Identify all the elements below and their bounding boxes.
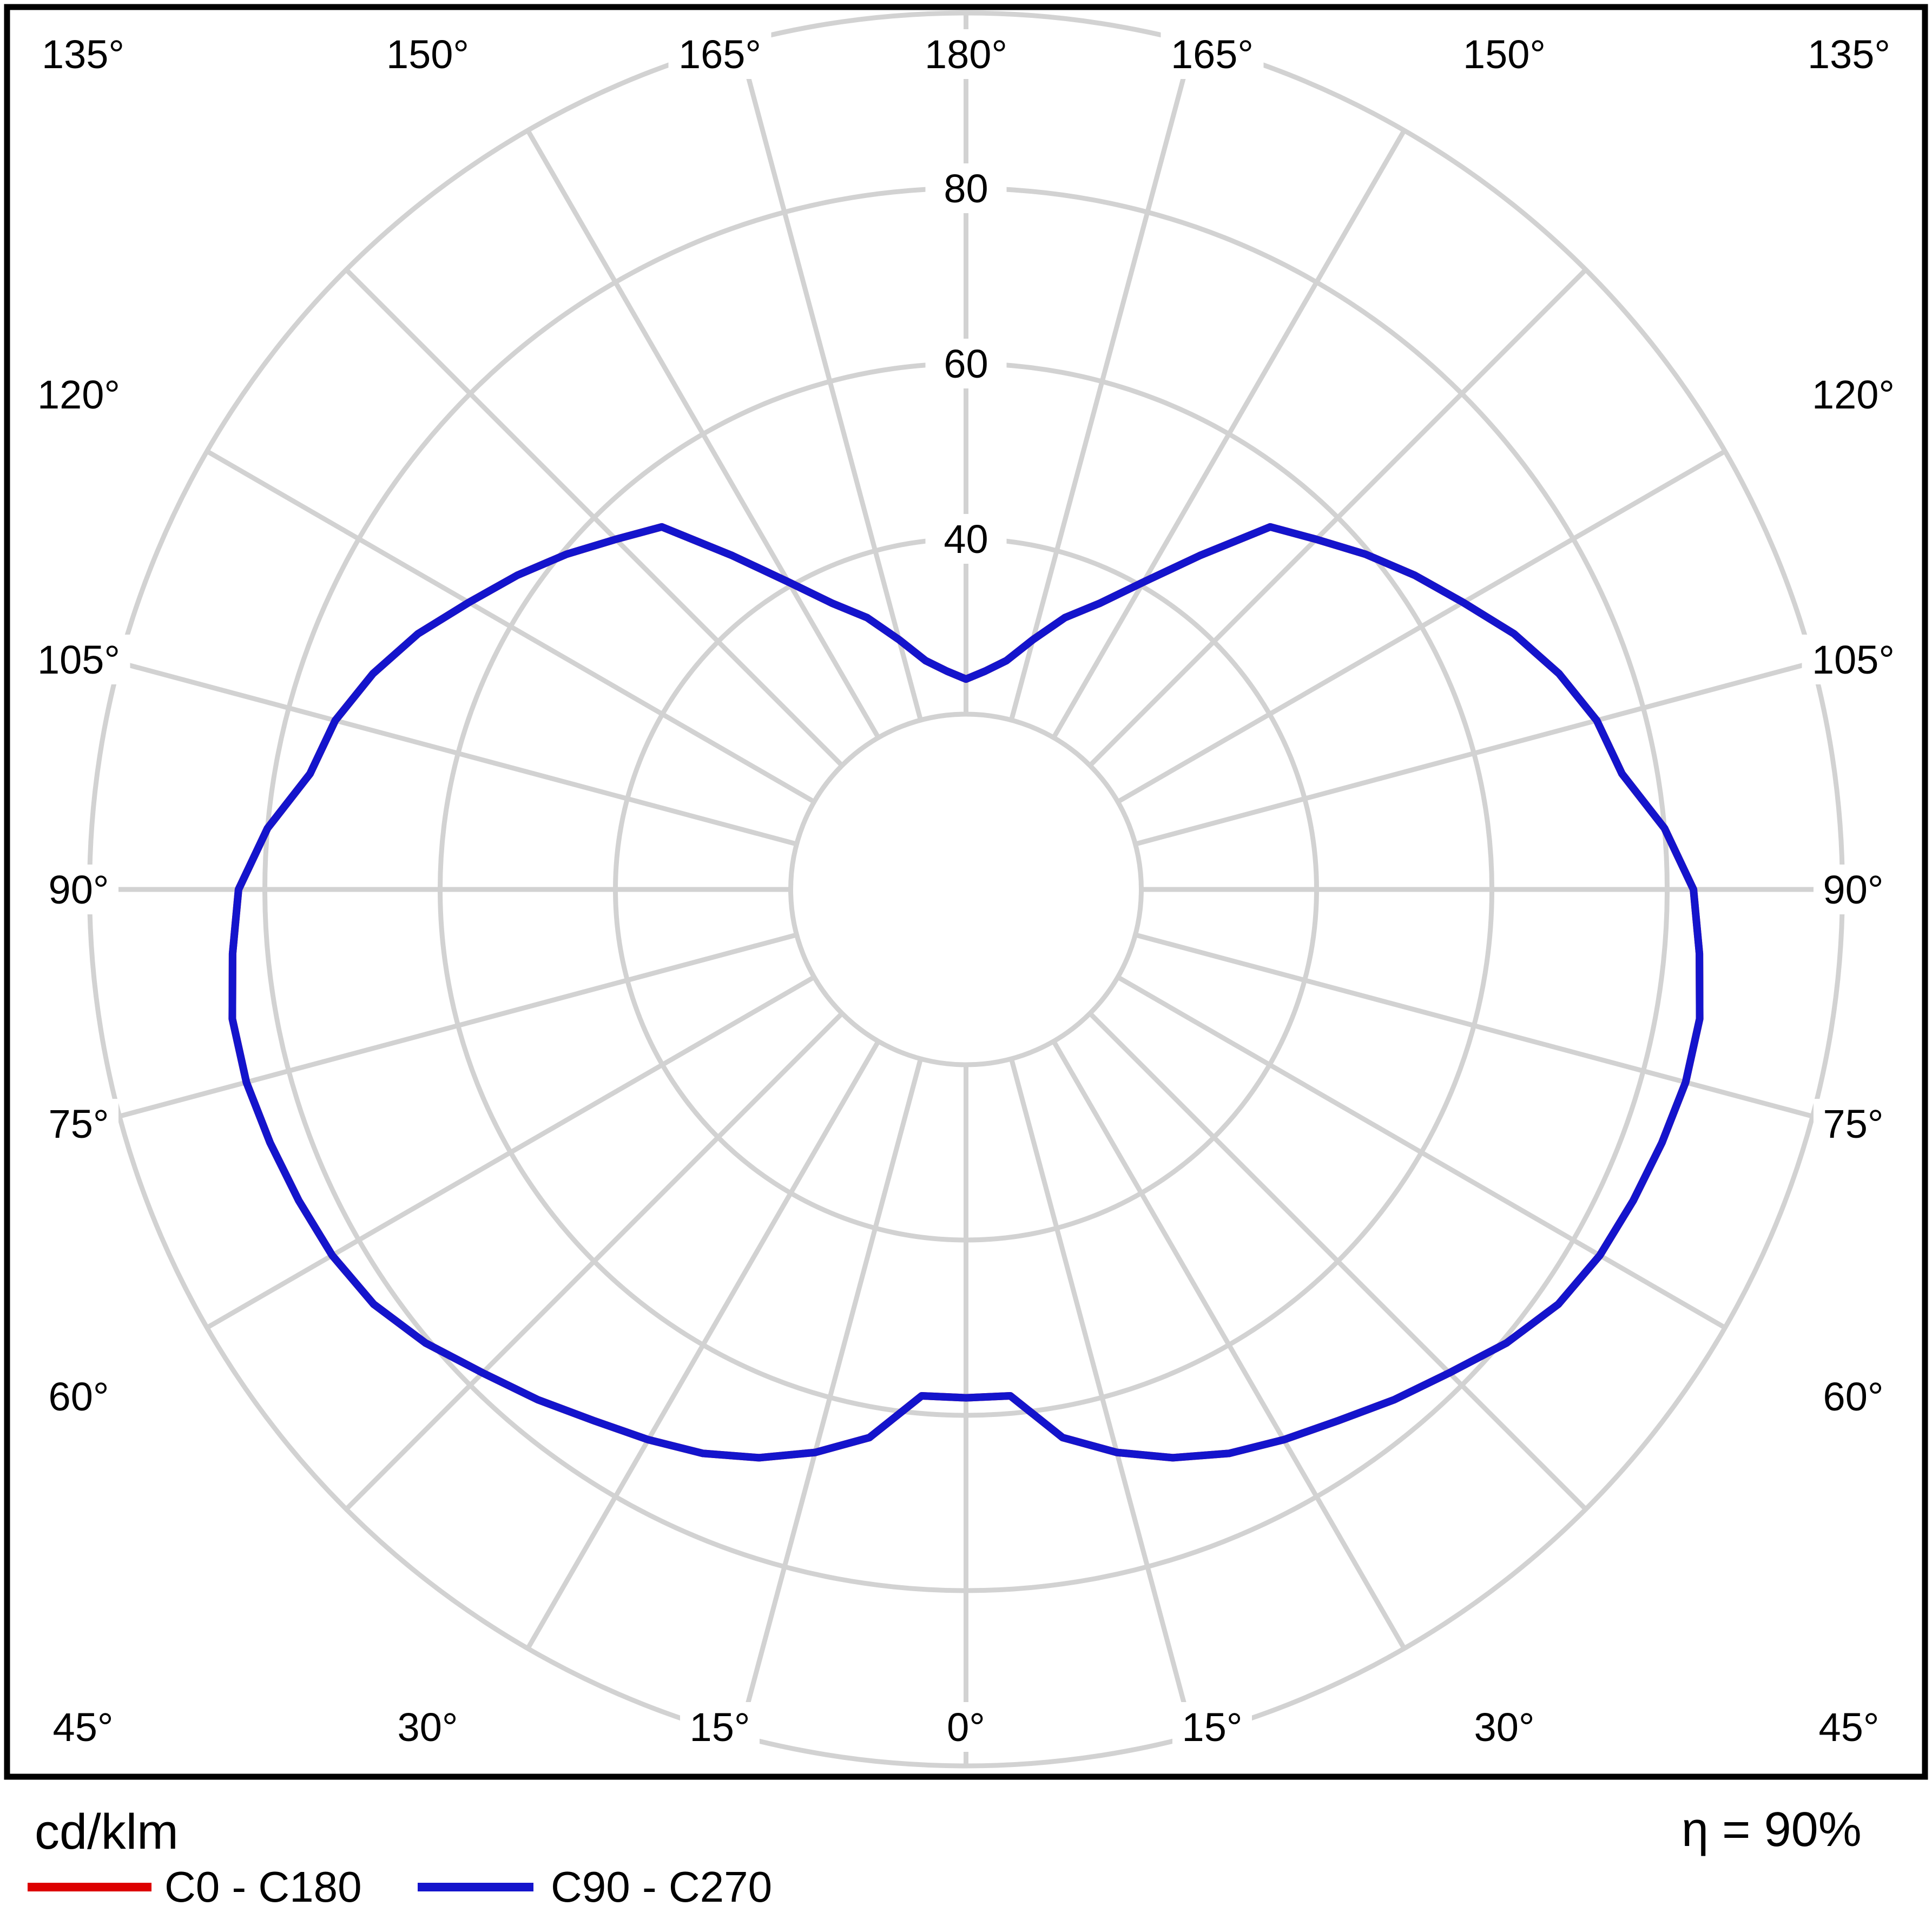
angle-spoke <box>736 42 923 721</box>
angle-label-90-left: 90° <box>49 867 109 912</box>
angle-spoke <box>1009 42 1196 721</box>
angle-label-90-right: 90° <box>1823 867 1884 912</box>
angle-label-120-left-chip <box>27 370 130 419</box>
angle-label-105-right-chip <box>1802 635 1905 684</box>
angle-label-45-right: 45° <box>1819 1705 1880 1750</box>
angle-spoke <box>1135 932 1814 1119</box>
angle-label-75-left-chip <box>39 1099 118 1149</box>
angle-label-15-left: 15° <box>690 1705 750 1750</box>
angle-label-75-right: 75° <box>1823 1102 1884 1146</box>
ring-label-80: 80 <box>944 166 988 211</box>
angle-label-105-right: 105° <box>1812 637 1895 682</box>
angle-spoke <box>118 932 797 1119</box>
angle-label-135-right: 135° <box>1808 32 1890 77</box>
angle-label-45-right-chip <box>1809 1702 1889 1752</box>
legend-swatch-c0-c180 <box>28 1883 151 1891</box>
angle-label-150-right: 150° <box>1463 32 1546 77</box>
angle-label-60-right-chip <box>1814 1371 1893 1421</box>
angle-label-15-left-chip <box>680 1702 760 1752</box>
angle-spoke <box>736 1058 923 1737</box>
angle-label-15-right: 15° <box>1182 1705 1243 1750</box>
angle-label-0-chip <box>938 1702 994 1752</box>
angle-label-165-right: 165° <box>1171 32 1254 77</box>
angle-label-135-right-chip <box>1797 29 1901 79</box>
angle-label-15-right-chip <box>1172 1702 1252 1752</box>
angle-label-30-right-chip <box>1465 1702 1544 1752</box>
angle-label-165-left: 165° <box>678 32 761 77</box>
angle-label-90-left-chip <box>39 865 118 914</box>
ring-label-80-chip <box>925 163 1007 213</box>
plot-border <box>4 4 1928 1780</box>
angle-spoke <box>344 268 844 768</box>
angle-label-180: 180° <box>925 32 1007 77</box>
ring-label-60: 60 <box>944 341 988 386</box>
legend: C0 - C180 C90 - C270 <box>0 1860 1932 1920</box>
legend-swatch-c90-c270 <box>418 1883 533 1891</box>
angle-label-75-right-chip <box>1814 1099 1893 1149</box>
angle-label-30-left-chip <box>388 1702 467 1752</box>
ring-label-40: 40 <box>944 517 988 562</box>
angle-label-165-right-chip <box>1160 29 1264 79</box>
ring-label-60-chip <box>925 339 1007 388</box>
angle-label-120-left: 120° <box>37 372 120 417</box>
angle-spoke <box>525 129 881 739</box>
angle-spoke <box>206 449 816 804</box>
angle-spoke <box>525 1040 881 1650</box>
angle-label-60-right: 60° <box>1823 1374 1884 1419</box>
angle-spoke <box>1051 1040 1407 1650</box>
angle-label-135-left: 135° <box>42 32 124 77</box>
angle-label-90-right-chip <box>1814 865 1893 914</box>
angle-spoke <box>1088 268 1588 768</box>
angle-label-60-left: 60° <box>49 1374 109 1419</box>
angle-spoke <box>1051 129 1407 739</box>
angle-label-30-right: 30° <box>1474 1705 1535 1750</box>
angle-label-60-left-chip <box>39 1371 118 1421</box>
angle-spoke <box>206 975 816 1330</box>
legend-label-c90-c270: C90 - C270 <box>551 1863 773 1911</box>
angle-label-150-left-chip <box>376 29 479 79</box>
angle-label-105-left-chip <box>27 635 130 684</box>
angle-label-45-left-chip <box>43 1702 123 1752</box>
angle-label-120-right-chip <box>1802 370 1905 419</box>
legend-label-c0-c180: C0 - C180 <box>164 1863 362 1911</box>
angle-label-180-chip <box>914 29 1018 79</box>
angle-label-105-left: 105° <box>37 637 120 682</box>
angle-label-0: 0° <box>947 1705 985 1750</box>
angle-label-30-left: 30° <box>398 1705 458 1750</box>
angle-spoke <box>118 660 797 847</box>
angle-spoke <box>344 1011 844 1511</box>
angle-spoke <box>1116 975 1726 1330</box>
angle-spoke <box>1135 660 1814 847</box>
angle-label-165-left-chip <box>668 29 772 79</box>
angle-label-135-left-chip <box>31 29 135 79</box>
angle-label-150-right-chip <box>1453 29 1556 79</box>
angle-label-75-left: 75° <box>49 1102 109 1146</box>
units-label: cd/klm <box>35 1804 179 1860</box>
angle-label-45-left: 45° <box>53 1705 114 1750</box>
curve-C90-C270 <box>228 523 1704 1462</box>
angle-spoke <box>1009 1058 1196 1737</box>
efficiency-label: η = 90% <box>1682 1803 1862 1857</box>
angle-label-120-right: 120° <box>1812 372 1895 417</box>
angle-label-150-left: 150° <box>386 32 469 77</box>
angle-spoke <box>1116 449 1726 804</box>
angle-spoke <box>1088 1011 1588 1511</box>
ring-label-40-chip <box>925 514 1007 564</box>
radial-ring <box>788 711 1144 1067</box>
